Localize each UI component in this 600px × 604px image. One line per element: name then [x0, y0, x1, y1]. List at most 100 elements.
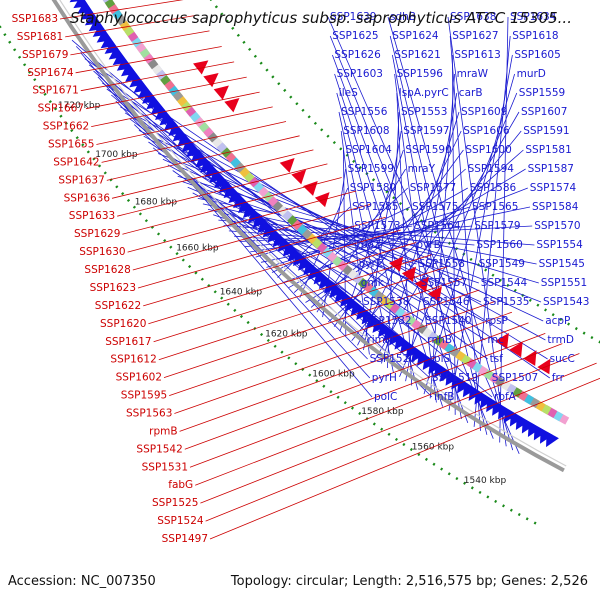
kbp-tick-label: 1640 kbp: [220, 287, 263, 297]
left-leader-line: [85, 76, 247, 110]
right-gene-label: SSP1613: [454, 49, 500, 61]
left-leader-line: [80, 61, 235, 92]
right-leader-line: [381, 111, 460, 364]
right-gene-label: SSP1540: [425, 315, 471, 327]
left-gene-label: SSP1524: [157, 515, 204, 527]
right-gene-label: rplS: [430, 353, 451, 365]
right-gene-label: SSP1624: [392, 30, 439, 42]
right-gene-label: SSP1608: [343, 125, 389, 137]
right-gene-label: SSP1535: [483, 296, 529, 308]
left-leader-line: [184, 322, 529, 450]
kbp-tick-label: 1560 kbp: [412, 443, 455, 453]
left-gene-label: SSP1628: [84, 264, 130, 276]
left-leader-line: [148, 242, 417, 325]
right-leader-line: [329, 35, 494, 439]
reverse-strand-arrow: [96, 28, 113, 43]
topology-summary: Topology: circular; Length: 2,516,575 bp…: [230, 574, 588, 589]
right-gene-label: SSP1606: [463, 125, 510, 137]
feature-block: [101, 0, 116, 9]
accession-text: Accession: NC_007350: [8, 574, 156, 589]
reverse-strand-arrow: [200, 158, 216, 173]
forward-strand-arrow: [279, 158, 295, 173]
forward-strand-arrow: [193, 60, 209, 75]
left-leader-line: [205, 362, 597, 522]
right-gene-label: SSP1545: [539, 258, 585, 270]
left-leader-line: [117, 163, 328, 217]
right-gene-label: SSP1609: [461, 106, 507, 118]
right-gene-label: acpP: [545, 315, 570, 327]
forward-strand-arrow: [213, 85, 229, 100]
left-leader-line: [59, 0, 184, 20]
reverse-strand-arrow: [214, 173, 230, 189]
kbp-tick-label: 1600 kbp: [312, 369, 355, 379]
right-gene-label: tsf: [490, 353, 504, 365]
right-gene-label: SSP1586: [470, 182, 517, 194]
right-gene-label: SSP1519: [432, 372, 478, 384]
right-gene-label: rpoZ: [356, 239, 381, 251]
left-leader-line: [195, 343, 563, 486]
right-leader-line: [389, 35, 488, 435]
left-leader-line: [122, 177, 342, 235]
kbp-tick-label: 1720 kbp: [58, 101, 101, 111]
right-gene-label: SSP1594: [468, 163, 515, 175]
reverse-strand-arrow: [108, 45, 125, 60]
left-leader-line: [200, 353, 580, 504]
reverse-strand-arrow: [181, 137, 197, 152]
reverse-strand-arrow: [137, 84, 154, 99]
right-gene-label: SSP1639: [330, 11, 376, 23]
reverse-strand-arrow: [190, 147, 206, 163]
left-gene-label: SSP1642: [53, 156, 99, 168]
reverse-strand-arrow: [186, 142, 202, 158]
left-leader-line: [163, 278, 464, 378]
right-leader-line: [387, 16, 514, 451]
kbp-tick-label: 1680 kbp: [135, 198, 178, 208]
reverse-strand-arrow: [84, 11, 101, 26]
left-leader-line: [137, 216, 386, 289]
right-gene-label: SSP1587: [528, 163, 574, 175]
right-gene-label: SSP1546: [423, 296, 470, 308]
feature-tracks: [69, 0, 570, 448]
right-gene-label: SSP1557: [421, 277, 467, 289]
right-leader-line: [167, 164, 422, 303]
forward-strand-arrow: [537, 358, 551, 375]
right-gene-label: SSP1507: [492, 372, 538, 384]
left-gene-label: SSP1630: [79, 246, 125, 258]
left-gene-label: SSP1636: [64, 192, 111, 204]
reverse-strand-arrow: [223, 183, 239, 199]
left-gene-label: SSP1662: [43, 121, 89, 133]
left-gene-label: SSP1629: [74, 228, 120, 240]
right-leader-line: [334, 73, 443, 407]
left-leader-line: [153, 254, 432, 343]
left-gene-label: SSP1595: [121, 390, 167, 402]
reverse-strand-arrow: [204, 163, 220, 178]
map-title: Staphylococcus saprophyticus subsp. sapr…: [70, 9, 572, 27]
left-gene-label: SSP1531: [142, 461, 188, 473]
right-leader-line: [328, 149, 524, 323]
left-gene-label: SSP1674: [27, 67, 74, 79]
right-gene-label: SSP1600: [465, 144, 511, 156]
reverse-strand-arrow: [120, 62, 137, 77]
right-gene-label: pyrE: [359, 258, 383, 270]
reverse-strand-arrow: [238, 198, 253, 214]
left-leader-line: [91, 91, 260, 127]
right-gene-label: SSP1591: [523, 125, 569, 137]
guide-arc: [0, 24, 537, 525]
reverse-strand-arrow: [133, 78, 149, 93]
left-gene-label: SSP1655: [48, 139, 94, 151]
right-gene-label: SSP1603: [337, 68, 383, 80]
right-gene-label: SSP1585: [352, 201, 398, 213]
forward-strand-arrow: [427, 286, 442, 302]
right-leader-line: [228, 230, 415, 246]
left-leader-line: [70, 30, 210, 56]
right-gene-label: SSP1574: [530, 182, 577, 194]
right-gene-label: SSP1554: [536, 239, 583, 251]
right-gene-label: sucC: [550, 353, 575, 365]
genome-backbone: [51, 0, 567, 473]
right-gene-label: SSP1544: [481, 277, 528, 289]
right-gene-label: SSP1584: [532, 201, 579, 213]
right-gene-label: SSP1570: [534, 220, 580, 232]
left-leader-line: [189, 333, 546, 468]
reverse-strand-arrow: [88, 17, 105, 32]
right-gene-label: polC: [374, 391, 397, 403]
